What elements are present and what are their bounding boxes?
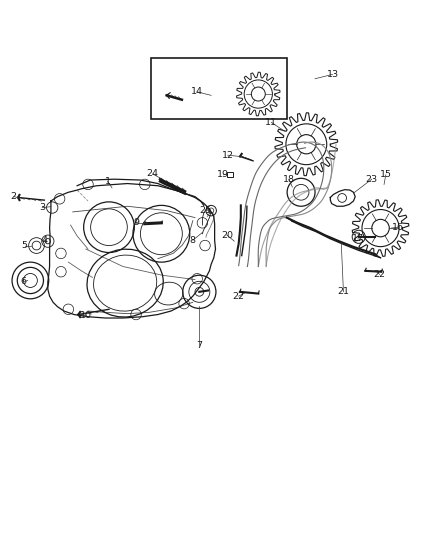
Text: 6: 6 <box>21 277 26 286</box>
Text: 21: 21 <box>337 287 350 296</box>
Bar <box>227 172 233 177</box>
Text: 8: 8 <box>190 236 196 245</box>
Text: 2: 2 <box>11 192 17 201</box>
Text: 3: 3 <box>39 203 45 212</box>
Text: 17: 17 <box>352 233 364 243</box>
Text: 23: 23 <box>366 175 378 184</box>
Text: 11: 11 <box>265 118 277 127</box>
Text: 20: 20 <box>221 231 233 239</box>
Text: 19: 19 <box>217 171 230 179</box>
Text: 10: 10 <box>80 311 92 320</box>
Text: 5: 5 <box>22 241 28 250</box>
Text: 22: 22 <box>374 270 386 279</box>
Text: 14: 14 <box>191 87 203 96</box>
Text: 9: 9 <box>133 219 139 228</box>
Text: 7: 7 <box>196 341 202 350</box>
Text: 24: 24 <box>147 169 159 179</box>
Text: 13: 13 <box>326 70 339 79</box>
Text: 4: 4 <box>41 236 47 245</box>
Text: 25: 25 <box>199 206 211 215</box>
Text: 18: 18 <box>283 175 295 184</box>
Bar <box>151 58 287 119</box>
Text: 16: 16 <box>392 223 404 232</box>
Text: 12: 12 <box>222 151 234 160</box>
Text: 1: 1 <box>105 177 111 186</box>
Text: 22: 22 <box>233 292 245 301</box>
Text: 15: 15 <box>380 171 392 179</box>
